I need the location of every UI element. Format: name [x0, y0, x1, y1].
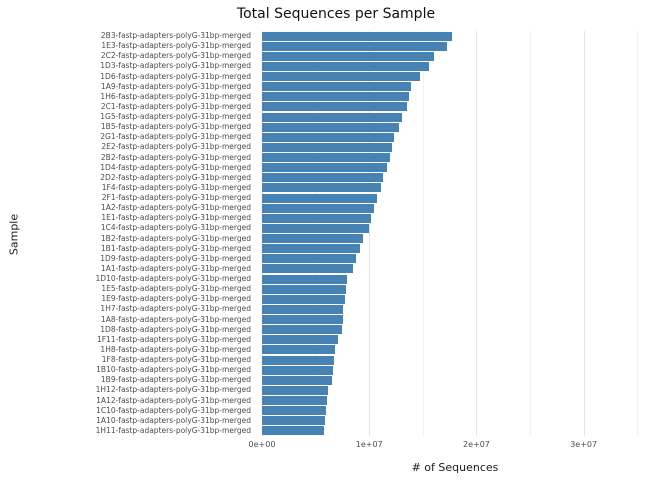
- y-tick-label: 1C4-fastp-adapters-polyG-31bp-merged: [100, 223, 251, 233]
- bar: [262, 183, 382, 193]
- y-tick-label: 1C10-fastp-adapters-polyG-31bp-merged: [96, 405, 251, 415]
- chart-title: Total Sequences per Sample: [236, 6, 436, 22]
- gridline-major: [476, 31, 478, 436]
- y-tick-label: 1D9-fastp-adapters-polyG-31bp-merged: [100, 253, 251, 263]
- x-axis-title: # of Sequences: [411, 461, 499, 474]
- y-tick-label: 1B5-fastp-adapters-polyG-31bp-merged: [100, 122, 251, 132]
- bar: [262, 406, 327, 416]
- y-tick-label: 1E5-fastp-adapters-polyG-31bp-merged: [101, 284, 251, 294]
- bar: [262, 304, 344, 314]
- y-tick-label: 1D3-fastp-adapters-polyG-31bp-merged: [100, 61, 251, 71]
- y-tick-label: 2B2-fastp-adapters-polyG-31bp-merged: [100, 152, 251, 162]
- y-tick-label: 1G5-fastp-adapters-polyG-31bp-merged: [100, 112, 251, 121]
- gridline-major: [262, 31, 263, 436]
- bar: [262, 82, 412, 92]
- y-tick-label: 1A8-fastp-adapters-polyG-31bp-merged: [100, 314, 251, 324]
- y-tick-label: 1H8-fastp-adapters-polyG-31bp-merged: [100, 344, 251, 354]
- bar: [262, 92, 409, 102]
- bar: [262, 254, 357, 264]
- x-tick-label: 1e+07: [355, 440, 383, 449]
- gridline-minor: [315, 31, 317, 436]
- x-tick-label: 2e+07: [462, 440, 490, 449]
- y-tick-label: 1B9-fastp-adapters-polyG-31bp-merged: [100, 375, 251, 385]
- bar: [262, 112, 403, 122]
- y-tick-label: 1D10-fastp-adapters-polyG-31bp-merged: [95, 274, 251, 283]
- y-tick-label: 1F4-fastp-adapters-polyG-31bp-merged: [101, 182, 251, 192]
- y-tick-label: 1B2-fastp-adapters-polyG-31bp-merged: [100, 233, 251, 243]
- bar: [262, 345, 335, 355]
- y-tick-label: 1A2-fastp-adapters-polyG-31bp-merged: [100, 203, 251, 213]
- bar: [262, 325, 343, 335]
- bar: [262, 375, 332, 385]
- y-tick-label: 1F11-fastp-adapters-polyG-31bp-merged: [96, 334, 251, 344]
- y-tick-label: 2D2-fastp-adapters-polyG-31bp-merged: [100, 172, 251, 182]
- bar: [262, 416, 326, 426]
- bar: [262, 132, 394, 142]
- x-tick-label: 3e+07: [570, 440, 598, 449]
- y-tick-label: 1H11-fastp-adapters-polyG-31bp-merged: [95, 425, 251, 435]
- y-tick-label: 2B3-fastp-adapters-polyG-31bp-merged: [100, 31, 251, 40]
- y-tick-label: 1A12-fastp-adapters-polyG-31bp-merged: [96, 395, 251, 405]
- y-axis-tick-labels: 2B3-fastp-adapters-polyG-31bp-merged 1E3-…: [0, 31, 256, 436]
- bar: [262, 284, 346, 294]
- y-tick-label: 1E9-fastp-adapters-polyG-31bp-merged: [101, 294, 251, 304]
- bar: [262, 335, 339, 345]
- y-tick-label: 2G1-fastp-adapters-polyG-31bp-merged: [100, 132, 251, 142]
- y-tick-label: 2C2-fastp-adapters-polyG-31bp-merged: [100, 51, 251, 61]
- bar: [262, 234, 363, 243]
- y-tick-label: 1D4-fastp-adapters-polyG-31bp-merged: [100, 162, 251, 172]
- y-tick-label: 1E1-fastp-adapters-polyG-31bp-merged: [101, 213, 251, 223]
- bar: [262, 294, 345, 304]
- x-axis-tick-labels: 0e+00 1e+07 2e+07 3e+07: [249, 440, 662, 452]
- y-tick-label: 2E2-fastp-adapters-polyG-31bp-merged: [101, 142, 251, 152]
- x-tick-label: 0e+00: [248, 440, 276, 449]
- y-tick-label: 1H7-fastp-adapters-polyG-31bp-merged: [100, 304, 251, 314]
- gridline-minor: [637, 31, 639, 436]
- bar: [262, 213, 372, 223]
- plot-panel: [262, 31, 648, 436]
- gridline-major: [369, 31, 371, 436]
- bar: [262, 173, 384, 183]
- bar: [262, 274, 347, 284]
- y-tick-label: 1F8-fastp-adapters-polyG-31bp-merged: [101, 355, 251, 364]
- y-tick-label: 1H12-fastp-adapters-polyG-31bp-merged: [95, 385, 251, 395]
- bar: [262, 355, 334, 365]
- bar: [262, 203, 374, 213]
- y-tick-label: 2C1-fastp-adapters-polyG-31bp-merged: [100, 101, 251, 111]
- bar: [262, 163, 388, 173]
- y-tick-label: 1B1-fastp-adapters-polyG-31bp-merged: [100, 243, 251, 253]
- bar: [262, 193, 377, 203]
- bar: [262, 396, 328, 405]
- bar: [262, 385, 329, 395]
- bar: [262, 244, 360, 254]
- bar: [262, 31, 452, 41]
- y-tick-label: 1B10-fastp-adapters-polyG-31bp-merged: [96, 365, 251, 375]
- y-tick-label: 1E3-fastp-adapters-polyG-31bp-merged: [101, 41, 251, 51]
- y-tick-label: 2F1-fastp-adapters-polyG-31bp-merged: [101, 193, 251, 202]
- gridline-minor: [422, 31, 424, 436]
- y-tick-label: 1D8-fastp-adapters-polyG-31bp-merged: [100, 324, 251, 334]
- bar: [262, 153, 390, 162]
- bar: [262, 365, 333, 375]
- gridline-minor: [530, 31, 532, 436]
- bar: [262, 51, 434, 61]
- y-tick-label: 1A9-fastp-adapters-polyG-31bp-merged: [100, 81, 251, 91]
- y-tick-label: 1A1-fastp-adapters-polyG-31bp-merged: [100, 263, 251, 273]
- bar: [262, 72, 420, 81]
- y-tick-label: 1H6-fastp-adapters-polyG-31bp-merged: [100, 91, 251, 101]
- bar: [262, 315, 344, 324]
- gridline-major: [583, 31, 585, 436]
- bar: [262, 122, 400, 132]
- bar: [262, 102, 407, 112]
- bar: [262, 223, 370, 233]
- y-tick-label: 1A10-fastp-adapters-polyG-31bp-merged: [96, 415, 251, 425]
- bar: [262, 41, 448, 51]
- bar: [262, 426, 325, 436]
- bar: [262, 264, 354, 274]
- bar: [262, 61, 430, 71]
- y-tick-label: 1D6-fastp-adapters-polyG-31bp-merged: [100, 71, 251, 81]
- bar: [262, 142, 392, 152]
